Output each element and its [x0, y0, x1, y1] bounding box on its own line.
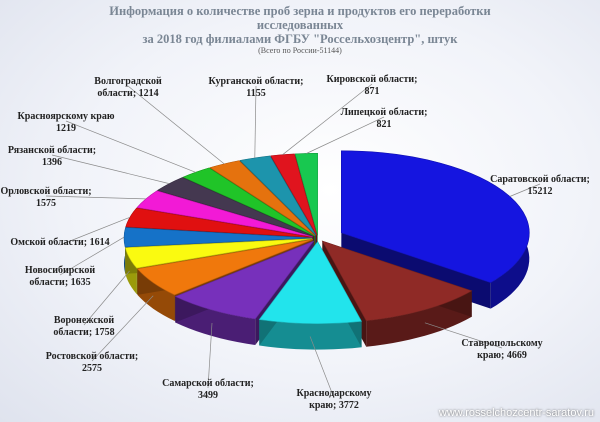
- leader-line-13: [254, 85, 257, 158]
- leader-line-11: [65, 120, 196, 173]
- chart-subtitle: (Всего по России-51144): [258, 46, 342, 55]
- leader-line-9: [45, 195, 146, 200]
- data-label-1-line-2: 15212: [528, 186, 553, 197]
- data-label-15: Липецкой области; 821: [341, 107, 428, 130]
- leader-line-4: [207, 322, 213, 389]
- data-label-10: Рязанской области; 1396: [8, 145, 96, 168]
- data-label-7: Новосибирской области; 1635: [25, 265, 95, 288]
- data-label-7-line-1: Новосибирской: [25, 265, 95, 276]
- leader-line-12: [127, 85, 225, 165]
- data-label-15-line-1: Липецкой области;: [341, 107, 428, 118]
- leader-line-10: [51, 154, 170, 184]
- chart-title-line-1: Информация о количестве проб зерна и про…: [109, 4, 491, 18]
- leader-line-8: [59, 216, 131, 246]
- leader-line-5: [91, 295, 154, 362]
- pie-slice-top-13: [239, 155, 317, 236]
- pie-slice-3: [258, 241, 363, 350]
- data-label-2-line-2: краю; 4669: [477, 350, 527, 361]
- data-label-4: Самарской области; 3499: [162, 378, 254, 401]
- data-label-8: Омской области; 1614: [10, 237, 109, 248]
- data-label-12-line-1: Волгоградской: [94, 76, 162, 87]
- data-label-6-line-2: области; 1758: [53, 327, 114, 338]
- data-label-2: Ставропольскому краю; 4669: [461, 338, 542, 361]
- data-label-11-line-2: 1219: [56, 123, 76, 134]
- data-label-7-line-2: области; 1635: [29, 277, 90, 288]
- data-label-12: Волгоградской области; 1214: [94, 76, 162, 99]
- chart-title-block: Информация о количестве проб зерна и про…: [0, 4, 600, 56]
- data-label-4-line-2: 3499: [198, 390, 218, 401]
- leader-line-7: [59, 236, 125, 276]
- chart-title-line-2: исследованных: [256, 18, 344, 32]
- data-label-9-line-1: Орловской области;: [0, 186, 91, 197]
- pie-slice-side-3: [259, 319, 362, 350]
- pie-slice-top-15: [294, 153, 318, 236]
- data-label-11: Красноярскому краю 1219: [18, 111, 115, 134]
- data-label-11-line-1: Красноярскому краю: [18, 111, 115, 122]
- data-label-6: Воронежской области; 1758: [53, 315, 114, 338]
- data-label-10-line-1: Рязанской области;: [8, 145, 96, 156]
- data-label-4-line-1: Самарской области;: [162, 378, 254, 389]
- data-label-1-line-1: Саратовской области;: [490, 174, 590, 185]
- pie-slice-top-4: [174, 240, 315, 320]
- pie-slice-top-2: [321, 240, 473, 322]
- leader-line-2: [424, 322, 503, 349]
- pie-slice-top-11: [182, 167, 315, 237]
- leader-line-14: [282, 83, 373, 155]
- footer-url[interactable]: www.rosselchozcentr-saratov.ru: [438, 407, 594, 419]
- pie-slice-top-10: [156, 177, 314, 237]
- pie-slice-top-6: [124, 238, 313, 269]
- data-label-8-line-1: Омской области; 1614: [10, 237, 109, 248]
- data-label-1: Саратовской области; 15212: [490, 174, 590, 197]
- pie-slice-top-1: [341, 150, 530, 283]
- pie-slice-top-14: [270, 153, 318, 236]
- leader-line-3: [309, 336, 335, 399]
- data-label-14: Кировской области; 871: [327, 74, 418, 97]
- data-label-3-line-2: краю; 3772: [309, 400, 359, 411]
- leader-line-6: [83, 270, 130, 326]
- leader-line-15: [306, 116, 385, 154]
- data-label-9: Орловской области; 1575: [0, 186, 91, 209]
- data-label-13: Курганской области; 1155: [209, 76, 304, 99]
- pie-slice-top-9: [136, 190, 313, 238]
- data-label-13-line-2: 1155: [246, 88, 265, 99]
- data-label-5-line-1: Ростовской области;: [46, 351, 139, 362]
- leader-line-1: [509, 183, 541, 197]
- data-label-14-line-1: Кировской области;: [327, 74, 418, 85]
- data-label-15-line-2: 821: [377, 119, 392, 130]
- pie-slice-top-7: [123, 227, 313, 248]
- data-label-3-line-1: Краснодарскому: [296, 388, 371, 399]
- data-label-10-line-2: 1396: [42, 157, 62, 168]
- data-label-14-line-2: 871: [365, 86, 380, 97]
- pie-slice-top-5: [136, 239, 314, 296]
- data-label-13-line-1: Курганской области;: [209, 76, 304, 87]
- chart-title-line-3: за 2018 год филиалами ФГБУ "Россельхозце…: [142, 32, 458, 46]
- data-label-9-line-2: 1575: [36, 198, 56, 209]
- data-label-5: Ростовской области; 2575: [46, 351, 139, 374]
- data-label-5-line-2: 2575: [82, 363, 102, 374]
- data-label-2-line-1: Ставропольскому: [461, 338, 542, 349]
- data-label-6-line-1: Воронежской: [54, 315, 115, 326]
- pie-slice-top-3: [258, 241, 363, 324]
- data-label-3: Краснодарскому краю; 3772: [296, 388, 371, 411]
- data-label-12-line-2: области; 1214: [97, 88, 158, 99]
